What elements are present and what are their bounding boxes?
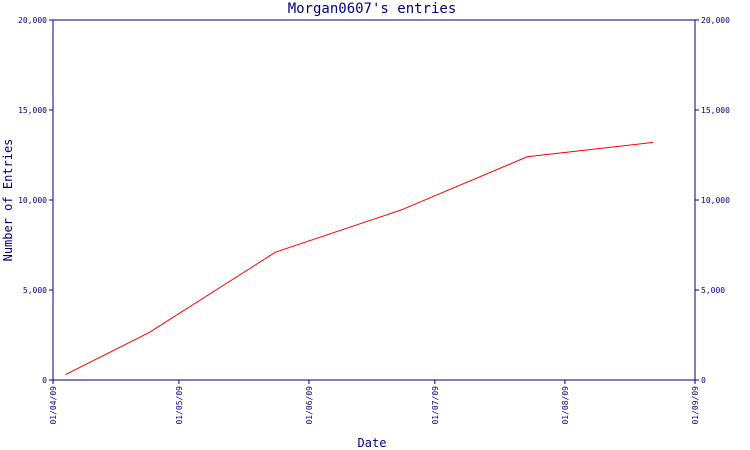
chart-title: Morgan0607's entries — [288, 1, 457, 17]
y-tick-label-right: 10,000 — [701, 196, 730, 205]
x-axis-label: Date — [358, 436, 387, 450]
x-tick-label: 01/07/09 — [431, 386, 440, 425]
y-tick-label-left: 0 — [42, 376, 47, 385]
series-line — [65, 141, 654, 376]
y-axis-ticks: 0 0 5,000 5,000 10,000 10,000 15,000 15,000 20,0… — [18, 16, 730, 385]
series-layer — [65, 141, 654, 376]
x-tick-label: 01/05/09 — [175, 386, 184, 425]
x-tick-label: 01/04/09 — [49, 386, 58, 425]
y-tick-label-right: 5,000 — [701, 286, 725, 295]
y-tick-label-right: 0 — [701, 376, 706, 385]
x-tick-label: 01/06/09 — [305, 386, 314, 425]
x-tick-label: 01/08/09 — [561, 386, 570, 425]
y-tick-label-right: 20,000 — [701, 16, 730, 25]
x-tick-label: 01/09/09 — [691, 386, 700, 425]
y-tick-label-left: 5,000 — [23, 286, 47, 295]
y-tick-label-right: 15,000 — [701, 106, 730, 115]
y-tick-label-left: 10,000 — [18, 196, 47, 205]
y-tick-label-left: 15,000 — [18, 106, 47, 115]
y-axis-label: Number of Entries — [1, 139, 15, 262]
y-tick-label-left: 20,000 — [18, 16, 47, 25]
x-axis-ticks: 01/04/09 01/05/09 01/06/09 01/07/09 01/08/09… — [49, 380, 700, 425]
